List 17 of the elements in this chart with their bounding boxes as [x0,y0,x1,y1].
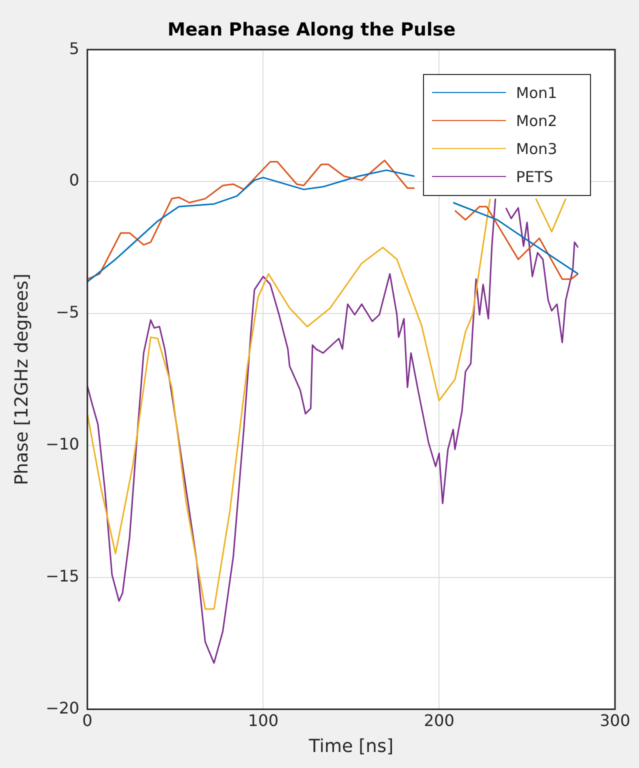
x-tick-label: 0 [82,710,92,730]
legend-label: Mon3 [516,140,558,158]
legend-label: PETS [516,168,554,186]
legend-label: Mon1 [516,84,558,102]
y-tick-label: −5 [56,302,80,322]
y-tick-label: 5 [69,38,80,58]
x-axis-title: Time [ns] [308,736,394,757]
x-tick-label: 200 [424,710,454,730]
y-tick-label: −15 [46,566,80,586]
y-axis-title: Phase [12GHz degrees] [11,274,32,486]
legend-label: Mon2 [516,112,558,130]
chart-title: Mean Phase Along the Pulse [167,19,456,40]
y-tick-label: −10 [46,434,80,454]
y-tick-label: 0 [69,170,80,190]
x-tick-label: 300 [600,710,630,730]
x-tick-label: 100 [248,710,279,730]
y-tick-label: −20 [46,698,80,718]
